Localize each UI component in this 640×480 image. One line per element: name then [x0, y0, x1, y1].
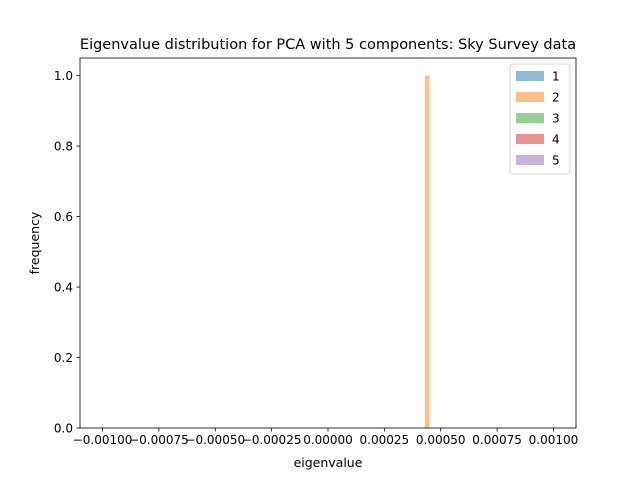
- legend: 1 2 3 4 5: [509, 63, 571, 175]
- y-tick-label: 0.4: [54, 280, 73, 294]
- x-tick-label: −0.00050: [185, 433, 245, 447]
- chart-title: Eigenvalue distribution for PCA with 5 c…: [80, 37, 576, 53]
- x-tick-label: 0.00025: [360, 433, 410, 447]
- x-tick-label: 0.00075: [472, 433, 522, 447]
- y-tick-label: 0.8: [54, 139, 73, 153]
- axes-frame: [79, 57, 577, 429]
- legend-label-2: 2: [552, 91, 560, 105]
- legend-swatch-4: [516, 134, 544, 144]
- legend-label-1: 1: [552, 70, 560, 84]
- legend-swatch-3: [516, 113, 544, 123]
- legend-swatch-1: [516, 71, 544, 81]
- y-axis-label: frequency: [27, 211, 42, 274]
- x-tick-label: −0.00075: [129, 433, 189, 447]
- x-tick-label: 0.00100: [529, 433, 579, 447]
- legend-swatch-5: [516, 155, 544, 165]
- legend-label-3: 3: [552, 112, 560, 126]
- x-tick-label: −0.00025: [242, 433, 302, 447]
- x-tick-label: 0.00050: [416, 433, 466, 447]
- y-tick-label: 1.0: [54, 69, 73, 83]
- y-tick-label: 0.6: [54, 210, 73, 224]
- legend-label-5: 5: [552, 154, 560, 168]
- y-tick-label: 0.2: [54, 351, 73, 365]
- legend-label-4: 4: [552, 133, 560, 147]
- x-tick-label: 0.00000: [303, 433, 353, 447]
- x-axis-label: eigenvalue: [294, 455, 363, 470]
- y-tick-label: 0.0: [54, 421, 73, 435]
- plot-area: −0.00100−0.00075−0.00050−0.00025 0.00000 0…: [54, 57, 579, 447]
- legend-swatch-2: [516, 92, 544, 102]
- histogram-bar-series-2-0: [424, 75, 430, 428]
- x-tick-label: −0.00100: [73, 433, 133, 447]
